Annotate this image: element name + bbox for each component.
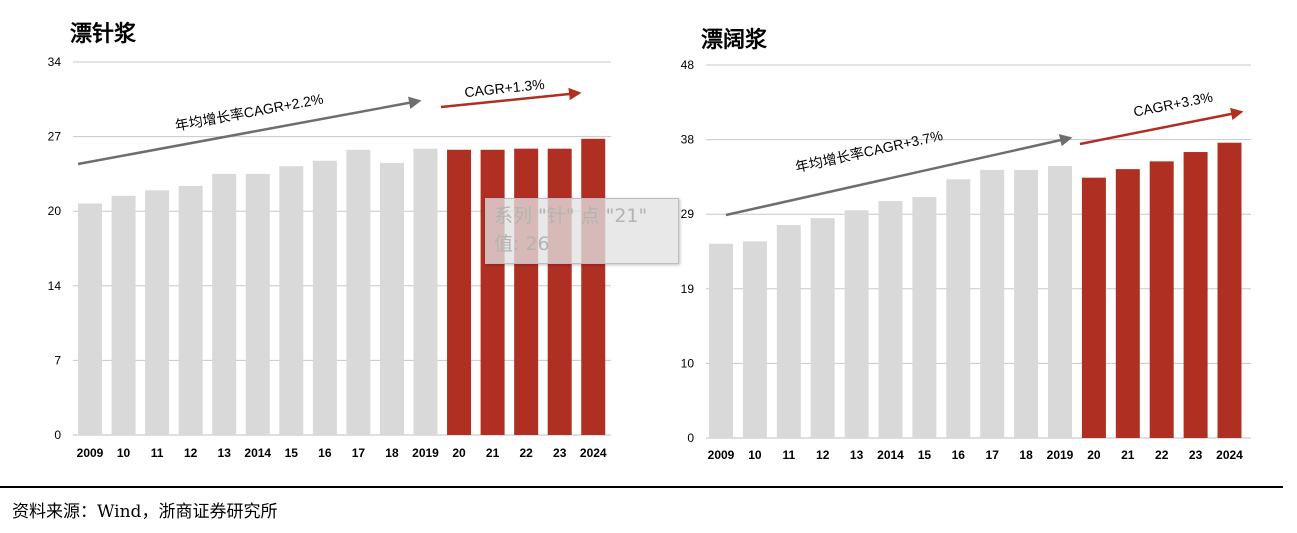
data-tooltip: 系列 "针" 点 "21" 值: 26 xyxy=(485,198,679,264)
x-tick-label: 2009 xyxy=(77,446,104,460)
x-tick-label: 2019 xyxy=(412,446,439,460)
bar xyxy=(810,218,835,438)
x-tick-label: 12 xyxy=(816,448,830,462)
y-tick-label: 10 xyxy=(681,356,695,370)
tooltip-series-label: 系列 "针" 点 "21" xyxy=(494,205,648,227)
bar xyxy=(145,190,170,435)
y-tick-label: 27 xyxy=(48,130,62,144)
x-tick-label: 16 xyxy=(952,448,966,462)
x-tick-label: 2009 xyxy=(708,448,735,462)
bar xyxy=(844,210,869,438)
softwood-pulp-chart: 0 7 14 20 27 34 2009 10 11 12 13 2014 15 16 17 18 2019 20… xyxy=(48,55,611,460)
x-tick-label: 18 xyxy=(1019,448,1033,462)
x-tick-label: 2014 xyxy=(877,448,904,462)
bar xyxy=(1048,166,1072,439)
bar xyxy=(245,173,270,435)
hardwood-pulp-chart: 0 10 19 29 38 48 2009 10 11 12 13 2014 15 16 17 18 2019 2… xyxy=(681,58,1251,462)
x-tick-label: 2024 xyxy=(1216,448,1243,462)
bar xyxy=(547,148,572,435)
bar xyxy=(178,185,203,435)
x-tick-label: 15 xyxy=(918,448,932,462)
bar xyxy=(709,243,733,438)
left-chart-title: 漂针浆 xyxy=(70,22,137,47)
x-tick-label: 17 xyxy=(352,446,366,460)
source-note: 资料来源：Wind，浙商证券研究所 xyxy=(12,502,278,522)
x-tick-label: 13 xyxy=(218,446,232,460)
x-tick-label: 21 xyxy=(486,446,500,460)
x-tick-label: 2024 xyxy=(580,446,607,460)
y-tick-label: 20 xyxy=(48,204,62,218)
bar xyxy=(1115,169,1140,439)
cagr-arrow xyxy=(725,134,1073,217)
x-tick-label: 17 xyxy=(986,448,1000,462)
tooltip-value-label: 值: 26 xyxy=(494,233,550,255)
bar xyxy=(447,149,472,435)
bar xyxy=(776,225,801,438)
bar xyxy=(742,241,767,438)
cagr-arrow xyxy=(440,87,582,109)
x-tick-label: 11 xyxy=(151,446,164,460)
x-tick-label: 16 xyxy=(318,446,332,460)
bar xyxy=(480,149,505,435)
right-chart-title: 漂阔浆 xyxy=(701,28,768,53)
x-tick-label: 2014 xyxy=(244,446,271,460)
bar xyxy=(346,149,371,435)
x-tick-label: 20 xyxy=(452,446,466,460)
cagr-label: CAGR+3.3% xyxy=(1132,89,1214,120)
y-tick-label: 0 xyxy=(54,428,61,442)
x-tick-label: 15 xyxy=(285,446,299,460)
bar xyxy=(1081,177,1106,439)
bar xyxy=(78,203,102,435)
x-tick-label: 12 xyxy=(184,446,198,460)
y-tick-label: 38 xyxy=(681,133,695,147)
bar xyxy=(980,169,1005,438)
bar xyxy=(279,166,304,435)
bar xyxy=(312,160,337,435)
bar xyxy=(514,148,539,435)
y-tick-label: 29 xyxy=(681,207,695,221)
cagr-arrow xyxy=(1079,107,1244,146)
bar xyxy=(1217,142,1242,439)
x-tick-label: 21 xyxy=(1121,448,1135,462)
x-tick-label: 10 xyxy=(748,448,762,462)
bar xyxy=(912,197,937,438)
source-divider xyxy=(0,486,1283,488)
cagr-label: 年均增长率CAGR+3.7% xyxy=(794,127,944,175)
bar xyxy=(946,179,971,438)
x-tick-label: 20 xyxy=(1087,448,1101,462)
x-tick-label: 18 xyxy=(385,446,399,460)
x-tick-label: 2019 xyxy=(1047,448,1074,462)
cagr-label: 年均增长率CAGR+2.2% xyxy=(174,91,325,134)
bar xyxy=(413,148,438,435)
y-tick-label: 48 xyxy=(681,58,695,72)
bar xyxy=(1149,161,1174,438)
bar xyxy=(1183,152,1208,439)
x-tick-label: 22 xyxy=(519,446,533,460)
bar xyxy=(878,200,903,438)
x-tick-label: 23 xyxy=(553,446,567,460)
x-tick-label: 23 xyxy=(1189,448,1203,462)
y-tick-label: 0 xyxy=(687,431,694,445)
y-tick-label: 34 xyxy=(48,55,62,69)
bar xyxy=(111,195,136,435)
x-tick-label: 22 xyxy=(1155,448,1169,462)
x-tick-label: 11 xyxy=(782,448,795,462)
x-tick-label: 13 xyxy=(850,448,864,462)
x-tick-label: 10 xyxy=(117,446,131,460)
y-tick-label: 7 xyxy=(54,353,61,367)
bar xyxy=(212,173,237,435)
bar xyxy=(581,138,606,435)
cagr-arrow xyxy=(77,96,422,166)
bar xyxy=(379,162,404,435)
y-tick-label: 19 xyxy=(681,282,695,296)
bar xyxy=(1014,169,1039,438)
y-tick-label: 14 xyxy=(48,279,62,293)
